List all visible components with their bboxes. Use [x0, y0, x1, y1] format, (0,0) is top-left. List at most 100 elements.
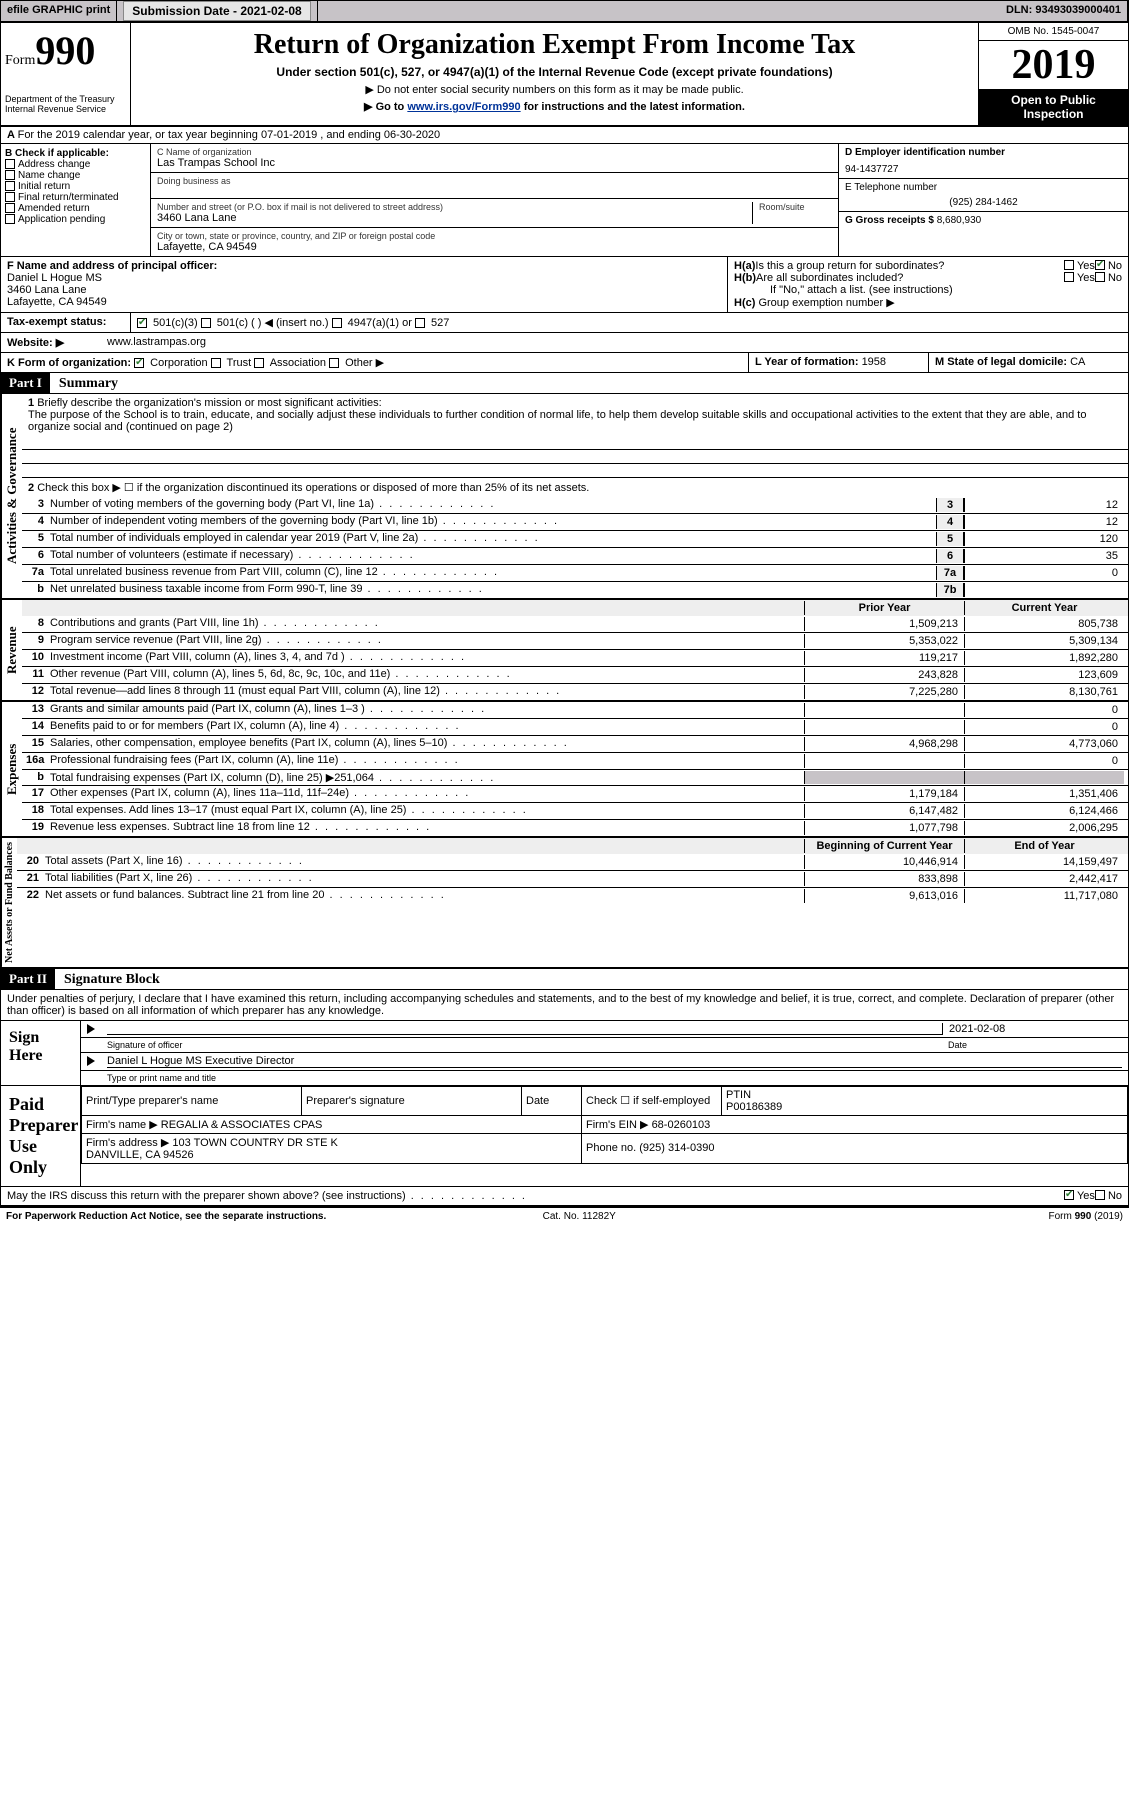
b-checkbox[interactable]	[5, 159, 15, 169]
summary-line: 14Benefits paid to or for members (Part …	[22, 718, 1128, 735]
phone-value: (925) 284-1462	[845, 197, 1122, 208]
submission-date: Submission Date - 2021-02-08	[117, 1, 317, 21]
gross-label: G Gross receipts $	[845, 215, 937, 226]
firm-name: REGALIA & ASSOCIATES CPAS	[161, 1119, 323, 1131]
k-checkbox[interactable]	[254, 358, 264, 368]
ptin-label: PTIN	[726, 1089, 751, 1101]
firm-ein: 68-0260103	[652, 1119, 711, 1131]
i-checkbox[interactable]	[137, 318, 147, 328]
col-b-checkboxes: B Check if applicable: Address changeNam…	[1, 144, 151, 256]
omb-number: OMB No. 1545-0047	[979, 23, 1128, 41]
dept-treasury: Department of the Treasury Internal Reve…	[5, 94, 126, 114]
org-name: Las Trampas School Inc	[157, 157, 832, 169]
summary-line: 21Total liabilities (Part X, line 26)833…	[17, 870, 1128, 887]
discuss-no-checkbox[interactable]	[1095, 1190, 1105, 1200]
side-label-expenses: Expenses	[1, 702, 22, 836]
ein-value: 94-1437727	[845, 164, 1122, 175]
part2-header: Part II Signature Block	[1, 969, 1128, 990]
note-ssn: ▶ Do not enter social security numbers o…	[137, 83, 972, 96]
summary-line: 3Number of voting members of the governi…	[22, 497, 1128, 513]
officer-addr2: Lafayette, CA 94549	[7, 296, 721, 308]
street-value: 3460 Lana Lane	[157, 212, 752, 224]
m-label: M State of legal domicile:	[935, 356, 1070, 368]
mission-text: The purpose of the School is to train, e…	[28, 409, 1086, 433]
b-checkbox[interactable]	[5, 214, 15, 224]
ha-no-checkbox[interactable]	[1095, 260, 1105, 270]
summary-line: 19Revenue less expenses. Subtract line 1…	[22, 819, 1128, 836]
summary-line: 7aTotal unrelated business revenue from …	[22, 564, 1128, 581]
gross-value: 8,680,930	[937, 215, 982, 226]
summary-line: 16aProfessional fundraising fees (Part I…	[22, 752, 1128, 769]
form-title: Return of Organization Exempt From Incom…	[137, 29, 972, 61]
dba-label: Doing business as	[157, 176, 832, 186]
col-boy: Beginning of Current Year	[804, 839, 964, 853]
summary-line: 22Net assets or fund balances. Subtract …	[17, 887, 1128, 904]
section-expenses: Expenses 13Grants and similar amounts pa…	[1, 702, 1128, 838]
firm-ein-label: Firm's EIN ▶	[586, 1119, 649, 1131]
l1-label: Briefly describe the organization's miss…	[37, 397, 381, 409]
discuss-yes-checkbox[interactable]	[1064, 1190, 1074, 1200]
summary-line: 6Total number of volunteers (estimate if…	[22, 547, 1128, 564]
triangle-icon	[87, 1024, 95, 1034]
officer-name: Daniel L Hogue MS	[7, 272, 721, 284]
k-checkbox[interactable]	[329, 358, 339, 368]
sig-officer-label: Signature of officer	[107, 1040, 942, 1050]
org-name-label: C Name of organization	[157, 147, 832, 157]
col-d-ids: D Employer identification number 94-1437…	[838, 144, 1128, 256]
k-checkbox[interactable]	[134, 358, 144, 368]
l-value: 1958	[862, 356, 886, 368]
b-checkbox[interactable]	[5, 192, 15, 202]
street-label: Number and street (or P.O. box if mail i…	[157, 202, 752, 212]
summary-line: 9Program service revenue (Part VIII, lin…	[22, 632, 1128, 649]
b-label: B Check if applicable:	[5, 148, 146, 159]
section-activities-governance: Activities & Governance 1 Briefly descri…	[1, 394, 1128, 600]
summary-line: bTotal fundraising expenses (Part IX, co…	[22, 769, 1128, 785]
city-value: Lafayette, CA 94549	[157, 241, 832, 253]
b-checkbox[interactable]	[5, 203, 15, 213]
efile-label: efile GRAPHIC print	[1, 1, 117, 21]
i-checkbox[interactable]	[415, 318, 425, 328]
b-checkbox[interactable]	[5, 181, 15, 191]
hb-yes-checkbox[interactable]	[1064, 272, 1074, 282]
sig-date: 2021-02-08	[949, 1023, 1122, 1035]
row-a-tax-year: A For the 2019 calendar year, or tax yea…	[1, 127, 1128, 144]
triangle-icon	[87, 1056, 95, 1066]
i-label: Tax-exempt status:	[1, 313, 131, 332]
section-revenue: Revenue Prior Year Current Year 8Contrib…	[1, 600, 1128, 702]
row-klm: K Form of organization: Corporation Trus…	[1, 353, 1128, 373]
summary-line: 10Investment income (Part VIII, column (…	[22, 649, 1128, 666]
col-prior-year: Prior Year	[804, 601, 964, 615]
summary-line: 17Other expenses (Part IX, column (A), l…	[22, 785, 1128, 802]
prep-sig-label: Preparer's signature	[302, 1086, 522, 1115]
city-label: City or town, state or province, country…	[157, 231, 832, 241]
k-checkbox[interactable]	[211, 358, 221, 368]
summary-line: 5Total number of individuals employed in…	[22, 530, 1128, 547]
k-label: K Form of organization:	[7, 357, 131, 369]
j-label: Website: ▶	[1, 333, 101, 352]
i-checkbox[interactable]	[332, 318, 342, 328]
tax-year: 2019	[979, 41, 1128, 89]
ein-label: D Employer identification number	[845, 147, 1122, 158]
i-checkbox[interactable]	[201, 318, 211, 328]
sign-here-label: Sign Here	[1, 1021, 81, 1085]
form-header: Form990 Department of the Treasury Inter…	[1, 23, 1128, 127]
section-net-assets: Net Assets or Fund Balances Beginning of…	[1, 838, 1128, 969]
summary-line: 12Total revenue—add lines 8 through 11 (…	[22, 683, 1128, 700]
irs-link[interactable]: www.irs.gov/Form990	[407, 101, 520, 113]
page-footer: For Paperwork Reduction Act Notice, see …	[0, 1207, 1129, 1225]
officer-label: F Name and address of principal officer:	[7, 260, 721, 272]
hb-no-checkbox[interactable]	[1095, 272, 1105, 282]
paid-preparer-block: Paid Preparer Use Only Print/Type prepar…	[1, 1086, 1128, 1187]
prep-name-label: Print/Type preparer's name	[82, 1086, 302, 1115]
summary-line: 18Total expenses. Add lines 13–17 (must …	[22, 802, 1128, 819]
dln: DLN: 93493039000401	[1000, 1, 1128, 21]
note-link: ▶ Go to www.irs.gov/Form990 for instruct…	[137, 100, 972, 113]
check-self-label: Check ☐ if self-employed	[582, 1086, 722, 1115]
form-number: Form990	[5, 27, 126, 74]
col-c-org: C Name of organization Las Trampas Schoo…	[151, 144, 838, 256]
footer-right: Form 990 (2019)	[1049, 1211, 1123, 1222]
declaration-text: Under penalties of perjury, I declare th…	[1, 990, 1128, 1021]
b-checkbox[interactable]	[5, 170, 15, 180]
firm-name-label: Firm's name ▶	[86, 1119, 158, 1131]
ha-yes-checkbox[interactable]	[1064, 260, 1074, 270]
